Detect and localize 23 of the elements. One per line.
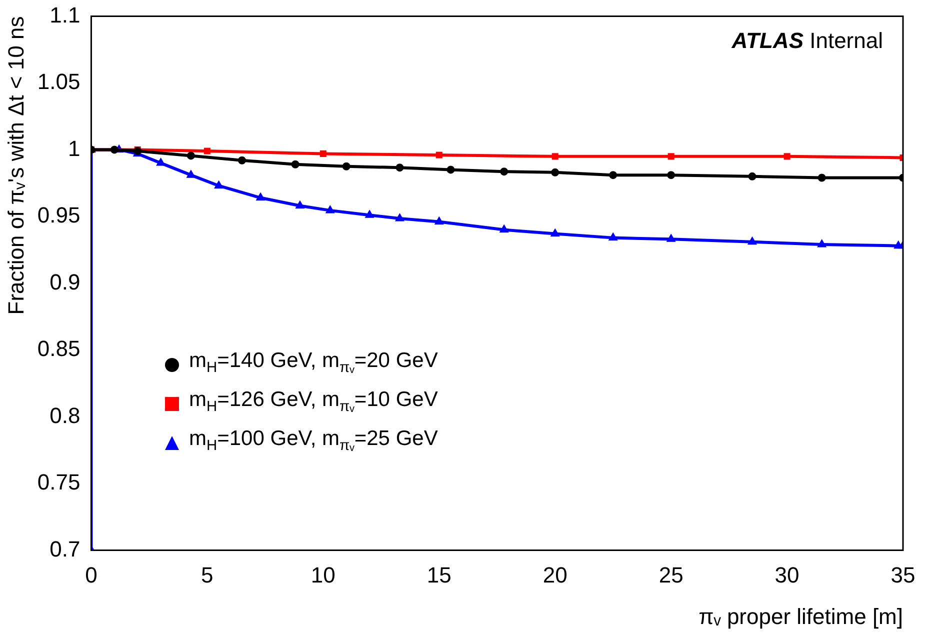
x-axis-title: πᵥ proper lifetime [m] (698, 604, 903, 629)
y-axis-title: Fraction of πᵥ's with Δt < 10 ns (3, 16, 28, 315)
y-tick-label: 1.05 (37, 69, 80, 94)
x-tick-label: 5 (201, 562, 214, 588)
y-tick-label: 0.75 (37, 470, 80, 495)
x-tick-label: 20 (542, 562, 568, 588)
legend-label: m$_{H}$=100 GeV, m$_{πᵥ}$=25 GeV (189, 426, 438, 457)
y-tick-label: 1.1 (50, 2, 80, 28)
x-tick-label: 10 (310, 562, 336, 588)
x-tick-label: 15 (426, 562, 452, 588)
x-tick-label: 35 (890, 562, 916, 588)
y-tick-label: 0.8 (50, 402, 80, 428)
y-tick-label: 0.85 (37, 336, 80, 362)
x-tick-label: 25 (658, 562, 684, 588)
y-tick-label: 0.7 (50, 536, 80, 562)
legend-label: m$_{H}$=126 GeV, m$_{πᵥ}$=10 GeV (189, 387, 438, 418)
y-tick-label: 0.95 (37, 202, 80, 228)
legend-label: m$_{H}$=140 GeV, m$_{πᵥ}$=20 GeV (189, 348, 438, 378)
x-tick-label: 0 (85, 562, 98, 588)
y-tick-label: 1 (68, 136, 80, 161)
x-tick-label: 30 (774, 562, 800, 588)
annotation: ATLAS Internal (732, 28, 883, 54)
y-tick-label: 0.9 (50, 269, 80, 294)
